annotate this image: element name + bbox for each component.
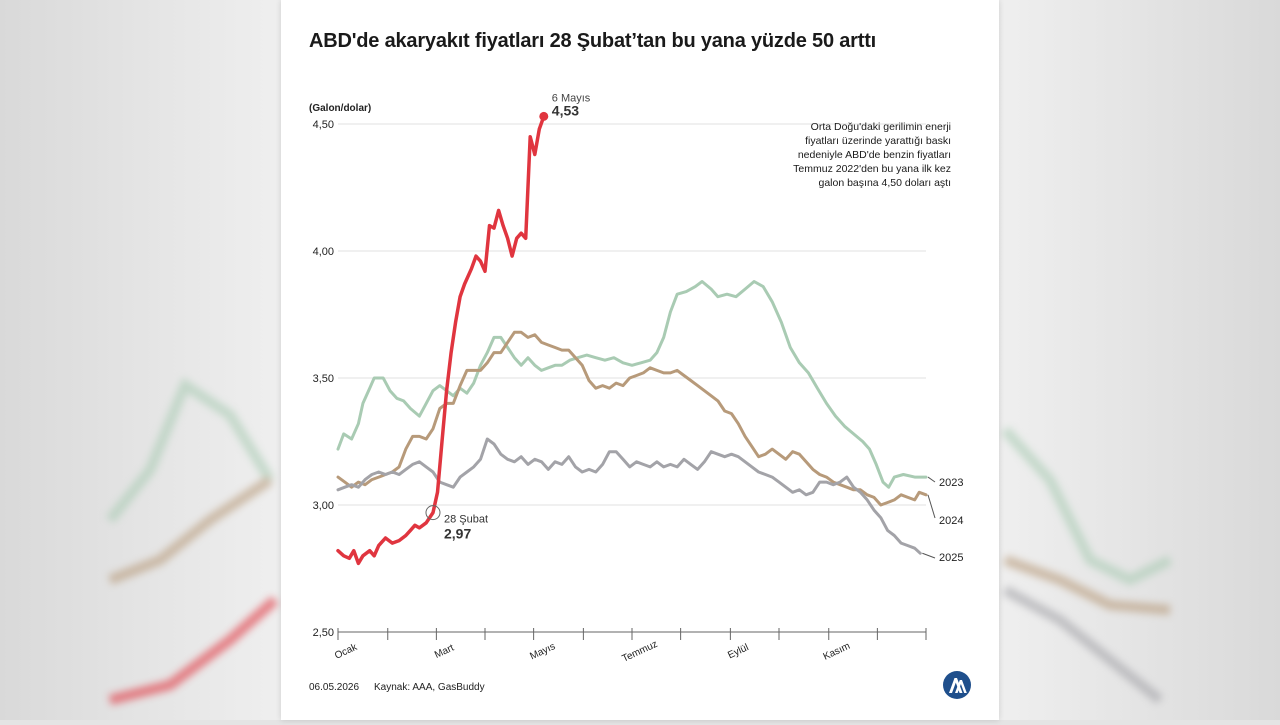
series-leader-2023	[927, 476, 936, 483]
series-label-2025: 2025	[939, 552, 963, 564]
y-tick-label: 3,50	[313, 373, 334, 385]
context-note: Orta Doğu'daki gerilimin enerji fiyatlar…	[793, 121, 951, 189]
series-line-2025	[336, 437, 922, 555]
publish-date: 06.05.2026	[309, 682, 360, 693]
chart-title: ABD'de akaryakıt fiyatları 28 Şubat’tan …	[309, 30, 877, 52]
start-date-label: 28 Şubat	[444, 514, 488, 526]
x-tick-label: Eylül	[726, 642, 750, 661]
x-tick-label: Mart	[433, 642, 456, 661]
series-leader-2025	[922, 552, 936, 559]
x-tick-label: Kasım	[822, 641, 852, 663]
end-value-label: 4,53	[552, 102, 579, 118]
y-tick-label: 2,50	[313, 627, 334, 639]
y-tick-label: 4,50	[313, 119, 334, 131]
x-tick-label: Ocak	[333, 641, 360, 661]
infographic-card: ABD'de akaryakıt fiyatları 28 Şubat’tan …	[281, 0, 999, 720]
x-tick-label: Mayıs	[528, 641, 557, 662]
series-label-2024: 2024	[939, 515, 963, 527]
y-tick-label: 3,00	[313, 500, 334, 512]
series-lines	[336, 114, 928, 566]
aa-logo-icon	[943, 671, 971, 699]
y-tick-label: 4,00	[313, 246, 334, 258]
source-credit: Kaynak: AAA, GasBuddy	[374, 682, 485, 693]
series-label-2023: 2023	[939, 477, 963, 489]
series-line-2023	[336, 280, 928, 489]
x-tick-label: Temmuz	[621, 639, 660, 665]
y-axis-label: (Galon/dolar)	[309, 103, 371, 114]
series-line-2024	[336, 330, 928, 507]
end-marker-icon	[539, 111, 549, 121]
start-value-label: 2,97	[444, 526, 471, 542]
end-date-label: 6 Mayıs	[552, 92, 591, 104]
x-axis	[337, 628, 927, 640]
start-marker-icon	[425, 505, 441, 521]
series-leader-2024	[927, 494, 936, 519]
chart-labels: 2,50 3,00 3,50 4,00 4,50 (Galon/dolar) Ocak Mar…	[309, 92, 963, 664]
series-line-2026	[336, 114, 546, 566]
line-chart: 2,50 3,00 3,50 4,00 4,50 (Galon/dolar) Ocak Mar…	[309, 92, 963, 664]
